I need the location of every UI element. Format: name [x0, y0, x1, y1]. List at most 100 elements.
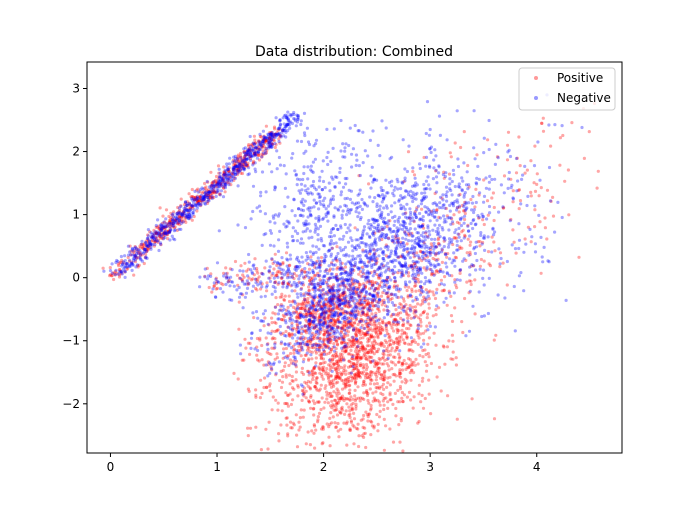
data-point-positive	[328, 394, 332, 399]
data-point-positive	[369, 335, 373, 339]
data-point-negative	[305, 351, 309, 355]
data-point-negative	[265, 343, 269, 347]
data-point-positive	[236, 157, 240, 161]
data-point-positive	[227, 181, 231, 185]
data-point-positive	[234, 167, 238, 171]
data-point-negative	[353, 246, 357, 250]
data-point-negative	[421, 250, 425, 254]
data-point-positive	[543, 216, 547, 220]
data-point-positive	[455, 417, 459, 421]
data-point-positive	[119, 272, 123, 276]
data-point-negative	[409, 293, 413, 297]
data-point-negative	[163, 229, 167, 233]
data-point-negative	[278, 118, 282, 122]
data-point-positive	[256, 358, 260, 362]
data-point-positive	[178, 208, 182, 213]
data-point-negative	[408, 227, 413, 231]
data-point-positive	[453, 306, 457, 310]
data-point-negative	[225, 177, 230, 181]
data-point-positive	[469, 197, 473, 202]
data-point-positive	[206, 194, 210, 198]
data-point-positive	[231, 172, 235, 176]
data-point-positive	[378, 409, 382, 413]
data-point-positive	[400, 390, 404, 395]
data-point-positive	[315, 336, 319, 341]
data-point-positive	[397, 356, 401, 360]
data-point-positive	[227, 170, 231, 174]
data-point-positive	[117, 268, 121, 272]
data-point-negative	[345, 230, 349, 235]
data-point-positive	[365, 312, 369, 316]
data-point-negative	[321, 348, 326, 352]
data-point-negative	[446, 216, 450, 220]
data-point-positive	[246, 434, 250, 438]
data-point-positive	[367, 182, 371, 186]
data-point-positive	[211, 183, 215, 187]
data-point-positive	[288, 420, 293, 424]
data-point-negative	[377, 265, 381, 269]
data-point-positive	[288, 358, 293, 362]
data-point-negative	[374, 243, 378, 247]
data-point-positive	[382, 308, 386, 312]
data-point-negative	[445, 138, 449, 142]
data-point-positive	[252, 151, 256, 156]
data-point-positive	[360, 434, 364, 438]
data-point-positive	[223, 172, 227, 176]
data-point-positive	[333, 421, 337, 425]
data-point-positive	[312, 274, 316, 278]
data-point-negative	[355, 228, 360, 232]
data-point-negative	[220, 181, 224, 185]
data-point-positive	[370, 424, 374, 428]
data-point-positive	[320, 427, 324, 431]
data-point-positive	[141, 246, 145, 250]
data-point-positive	[247, 389, 251, 393]
data-point-negative	[416, 204, 420, 208]
data-point-positive	[357, 371, 362, 375]
data-point-positive	[384, 424, 388, 428]
data-point-positive	[120, 258, 124, 262]
data-point-positive	[312, 365, 316, 369]
data-point-positive	[223, 172, 227, 176]
data-point-negative	[403, 167, 407, 171]
data-point-positive	[256, 152, 261, 156]
data-point-positive	[330, 406, 334, 410]
data-point-positive	[494, 333, 498, 337]
data-point-negative	[474, 181, 478, 185]
data-point-positive	[210, 190, 214, 194]
data-point-positive	[113, 269, 118, 273]
data-point-positive	[348, 412, 352, 416]
data-point-positive	[327, 351, 331, 355]
data-point-positive	[284, 251, 289, 255]
data-point-negative	[331, 258, 335, 262]
data-point-positive	[260, 145, 264, 149]
data-point-positive	[259, 135, 263, 139]
data-point-positive	[363, 383, 367, 387]
data-point-positive	[335, 413, 340, 417]
data-point-negative	[437, 171, 441, 175]
data-point-positive	[160, 236, 164, 240]
data-point-positive	[539, 271, 543, 275]
data-point-positive	[339, 407, 343, 411]
data-point-positive	[405, 326, 409, 331]
data-point-positive	[304, 396, 308, 400]
data-point-positive	[286, 404, 290, 408]
data-point-positive	[398, 387, 403, 391]
data-point-positive	[239, 171, 243, 175]
data-point-positive	[563, 179, 567, 183]
data-point-positive	[317, 411, 322, 415]
data-point-positive	[332, 342, 336, 346]
data-point-negative	[487, 147, 491, 152]
data-point-negative	[396, 220, 401, 224]
data-point-positive	[335, 394, 339, 398]
data-point-negative	[301, 329, 305, 334]
data-point-positive	[132, 273, 136, 277]
data-point-negative	[159, 222, 163, 226]
data-point-negative	[155, 230, 159, 234]
data-point-negative	[314, 364, 318, 368]
data-point-positive	[108, 273, 113, 277]
data-point-positive	[169, 211, 173, 215]
data-point-positive	[414, 289, 418, 293]
data-point-positive	[277, 137, 281, 141]
data-point-negative	[316, 256, 320, 260]
data-point-negative	[249, 346, 253, 350]
